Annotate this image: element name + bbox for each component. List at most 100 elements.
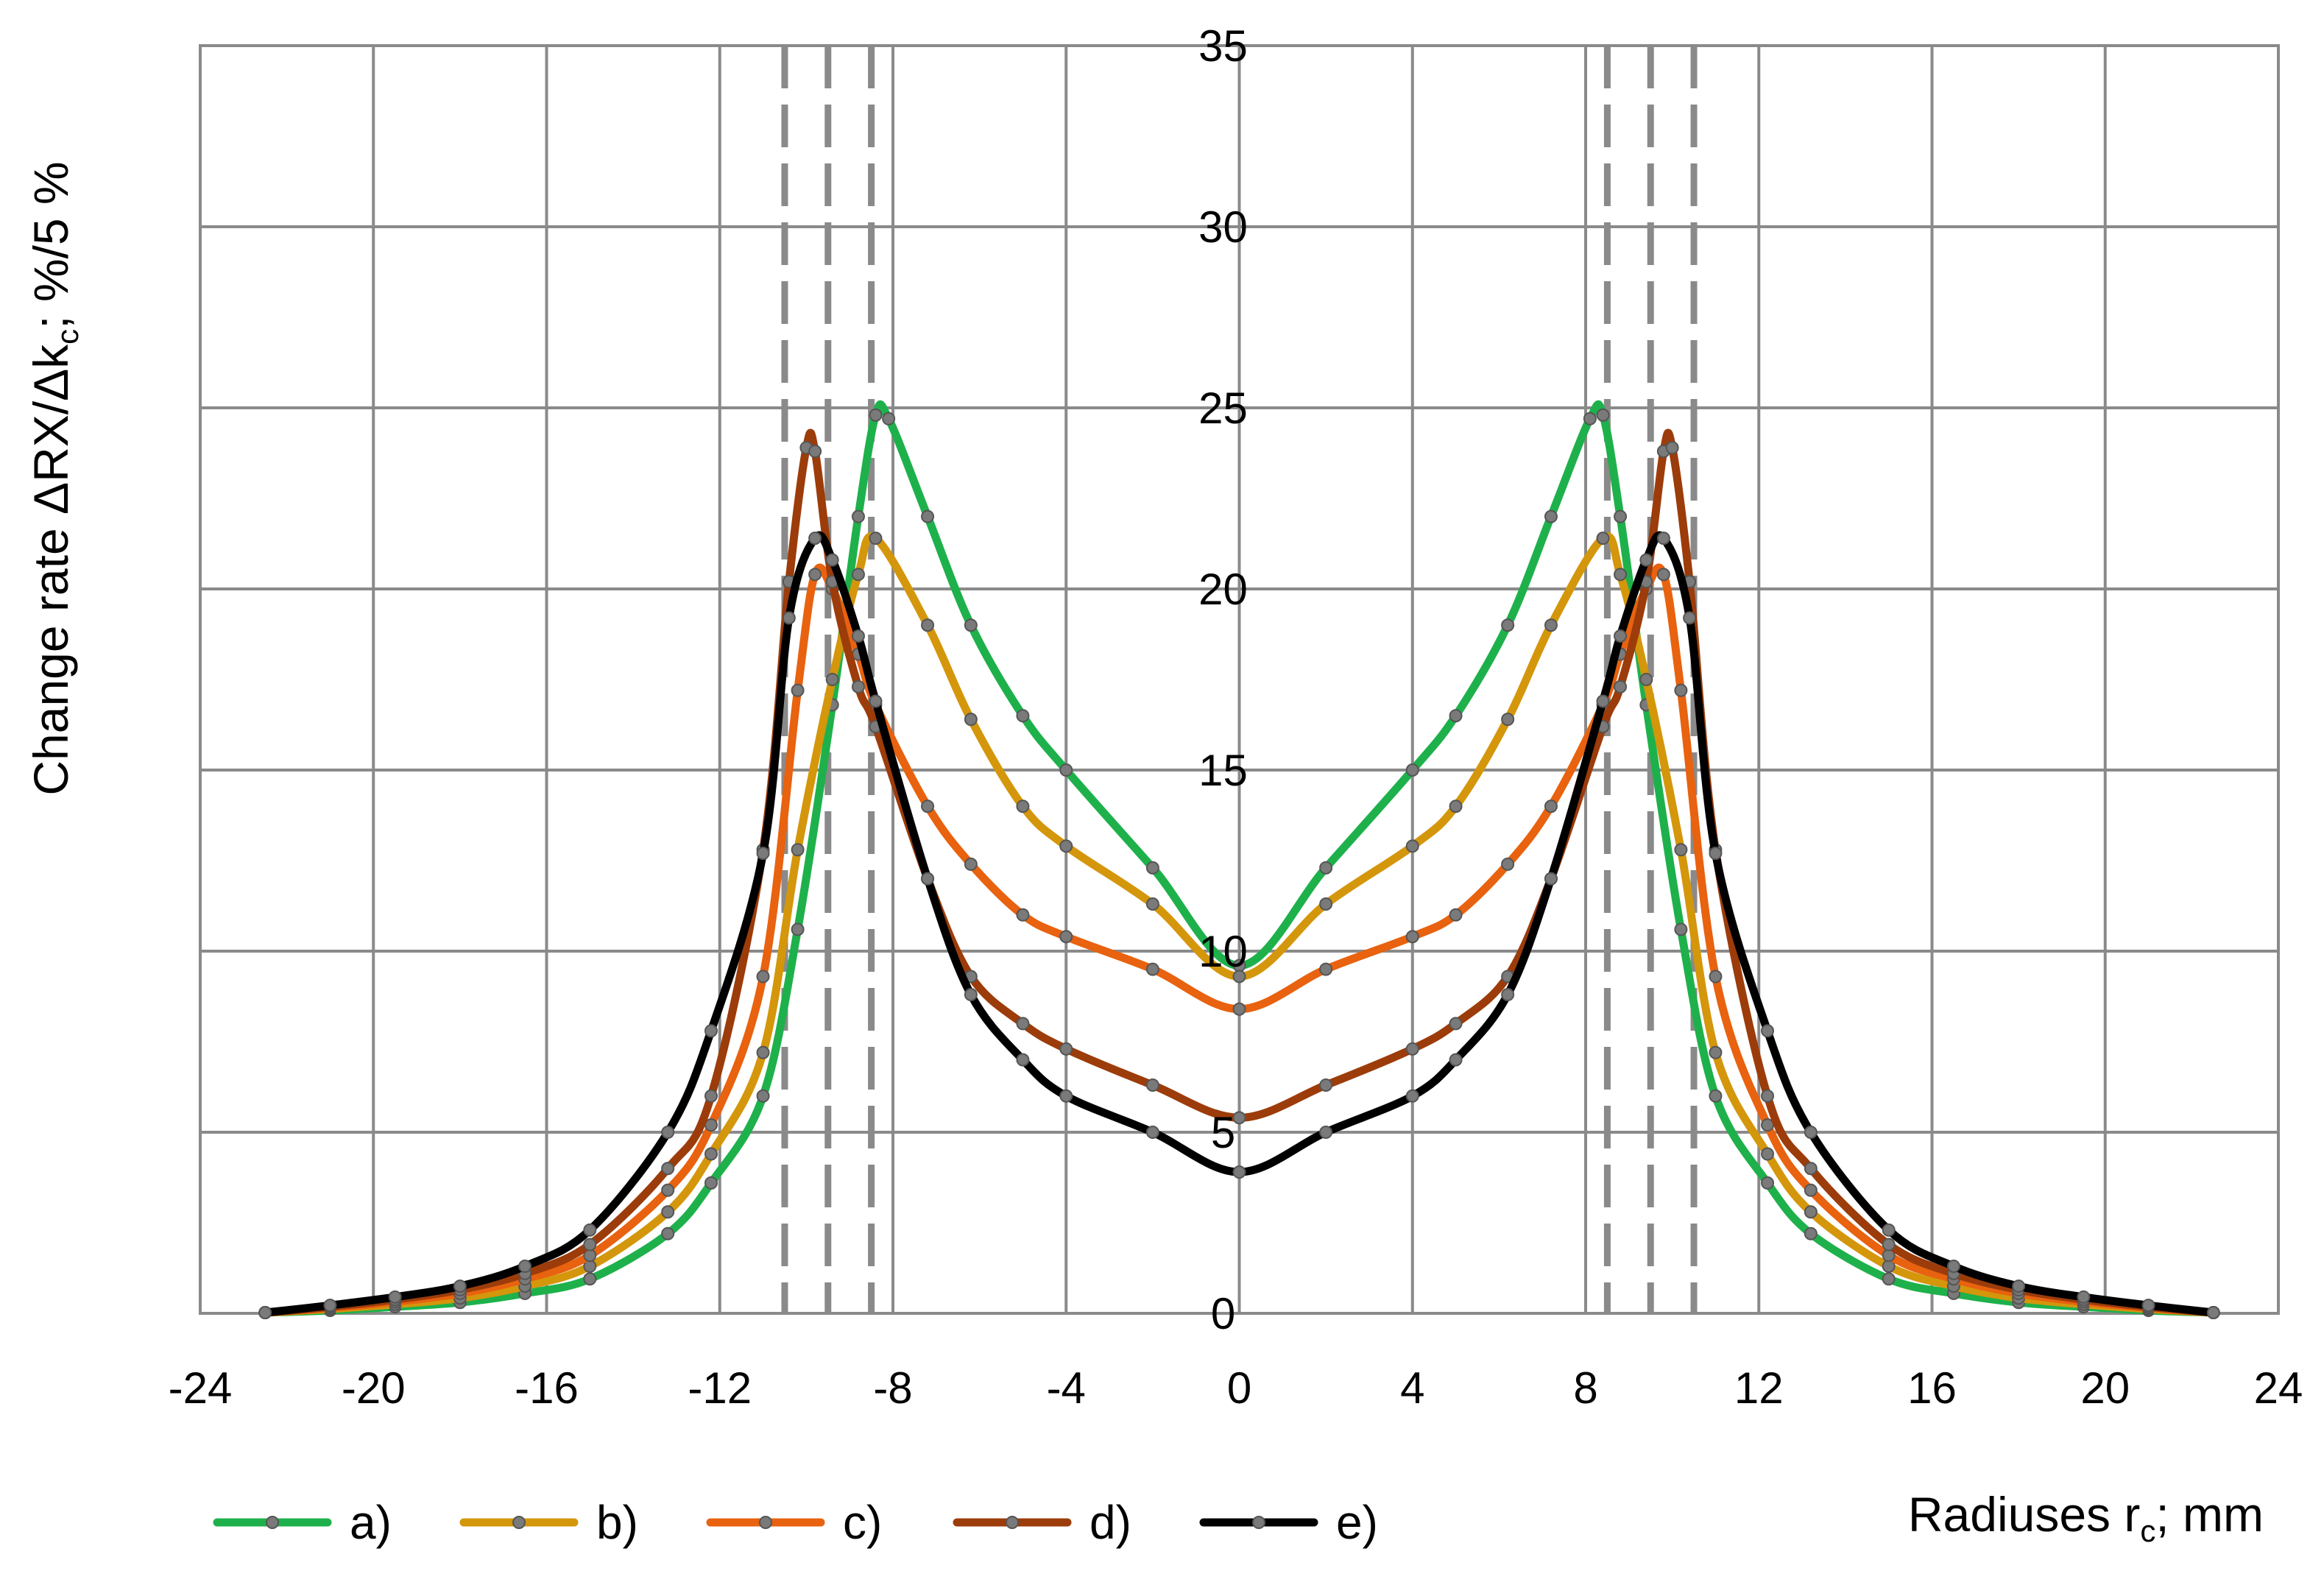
- data-point: [661, 1226, 675, 1240]
- legend-item: b): [459, 1496, 638, 1549]
- x-tick-label: -20: [342, 1363, 406, 1413]
- data-point: [323, 1299, 337, 1313]
- data-point: [1232, 1111, 1246, 1125]
- data-point: [1709, 847, 1723, 861]
- data-point: [921, 509, 935, 523]
- x-tick-label: 8: [1573, 1363, 1597, 1413]
- data-point: [1709, 1045, 1723, 1059]
- data-point: [1614, 679, 1628, 693]
- y-tick-label: 0: [1211, 1289, 1235, 1338]
- data-point: [1405, 1042, 1419, 1056]
- data-point: [1882, 1223, 1896, 1237]
- data-point: [1804, 1226, 1818, 1240]
- y-tick-label: 25: [1198, 384, 1248, 433]
- y-tick-labels: 0 5 10 15 20 25 30 35: [1198, 21, 1248, 1338]
- data-point: [1145, 1078, 1159, 1092]
- data-point: [1016, 1017, 1030, 1031]
- data-point: [964, 857, 978, 871]
- data-point: [851, 568, 865, 582]
- x-tick-label: -8: [873, 1363, 912, 1413]
- data-point: [583, 1272, 597, 1286]
- data-point: [1059, 839, 1073, 853]
- legend-item: d): [953, 1496, 1131, 1549]
- data-point: [1059, 1042, 1073, 1056]
- data-point: [1804, 1126, 1818, 1139]
- y-axis-title-sub: c: [50, 329, 85, 345]
- y-tick-label: 35: [1198, 21, 1248, 71]
- data-point: [2077, 1290, 2091, 1304]
- data-point: [1674, 922, 1688, 936]
- data-point: [808, 532, 822, 546]
- data-point: [1319, 962, 1333, 976]
- legend-marker: [759, 1516, 772, 1529]
- data-point: [756, 847, 770, 861]
- data-point: [583, 1223, 597, 1237]
- data-point: [1501, 988, 1515, 1002]
- x-tick-label: -4: [1047, 1363, 1086, 1413]
- x-tick-label: 12: [1734, 1363, 1784, 1413]
- legend-item: e): [1199, 1496, 1378, 1549]
- x-axis-title-unit: ; mm: [2155, 1487, 2264, 1542]
- legend: a) b) c) d) e): [213, 1496, 1378, 1549]
- data-point: [1709, 1089, 1723, 1103]
- data-point: [1639, 553, 1653, 567]
- data-point: [1232, 1165, 1246, 1179]
- data-point: [388, 1290, 402, 1304]
- data-point: [661, 1126, 675, 1139]
- data-point: [921, 618, 935, 632]
- data-point: [1882, 1238, 1896, 1251]
- data-point: [1501, 713, 1515, 727]
- data-point: [2012, 1279, 2026, 1293]
- data-point: [1501, 857, 1515, 871]
- data-point: [808, 568, 822, 582]
- data-point: [1319, 1078, 1333, 1092]
- data-point: [1449, 709, 1463, 723]
- data-point: [1145, 897, 1159, 911]
- x-tick-label: 4: [1400, 1363, 1424, 1413]
- data-point: [851, 629, 865, 643]
- data-point: [964, 988, 978, 1002]
- data-point: [1804, 1205, 1818, 1219]
- data-point: [1639, 673, 1653, 686]
- data-point: [964, 713, 978, 727]
- data-point: [882, 412, 896, 426]
- data-point: [1449, 908, 1463, 922]
- data-point: [825, 673, 839, 686]
- data-point: [851, 509, 865, 523]
- data-point: [756, 1089, 770, 1103]
- data-point: [964, 618, 978, 632]
- data-point: [1946, 1260, 1960, 1274]
- data-point: [782, 611, 796, 625]
- data-point: [921, 799, 935, 813]
- data-point: [1016, 709, 1030, 723]
- data-point: [1059, 930, 1073, 944]
- x-tick-label: 24: [2254, 1363, 2303, 1413]
- x-tick-labels: -24 -20 -16 -12 -8 -4 0 4 8 12 16 20 24: [169, 1363, 2303, 1413]
- data-point: [1596, 532, 1610, 546]
- data-point: [1674, 683, 1688, 697]
- x-tick-label: -12: [688, 1363, 752, 1413]
- data-point: [704, 1147, 718, 1161]
- data-point: [1674, 843, 1688, 857]
- data-point: [1016, 1053, 1030, 1067]
- data-point: [661, 1205, 675, 1219]
- data-point: [661, 1162, 675, 1176]
- data-point: [1319, 1126, 1333, 1139]
- data-point: [1583, 412, 1597, 426]
- data-point: [1449, 1053, 1463, 1067]
- data-point: [808, 445, 822, 459]
- data-point: [1665, 441, 1679, 455]
- data-point: [1544, 509, 1558, 523]
- legend-marker: [1006, 1516, 1019, 1529]
- data-point: [756, 1045, 770, 1059]
- data-point: [1319, 861, 1333, 875]
- data-point: [1405, 1089, 1419, 1103]
- data-point: [661, 1183, 675, 1197]
- data-point: [869, 694, 883, 708]
- legend-marker: [266, 1516, 279, 1529]
- series-group: [258, 400, 2220, 1320]
- y-axis-title: Change rate ΔRX/Δkc; %/5 %: [24, 161, 85, 795]
- data-point: [1614, 568, 1628, 582]
- legend-marker: [512, 1516, 526, 1529]
- data-point: [258, 1306, 272, 1320]
